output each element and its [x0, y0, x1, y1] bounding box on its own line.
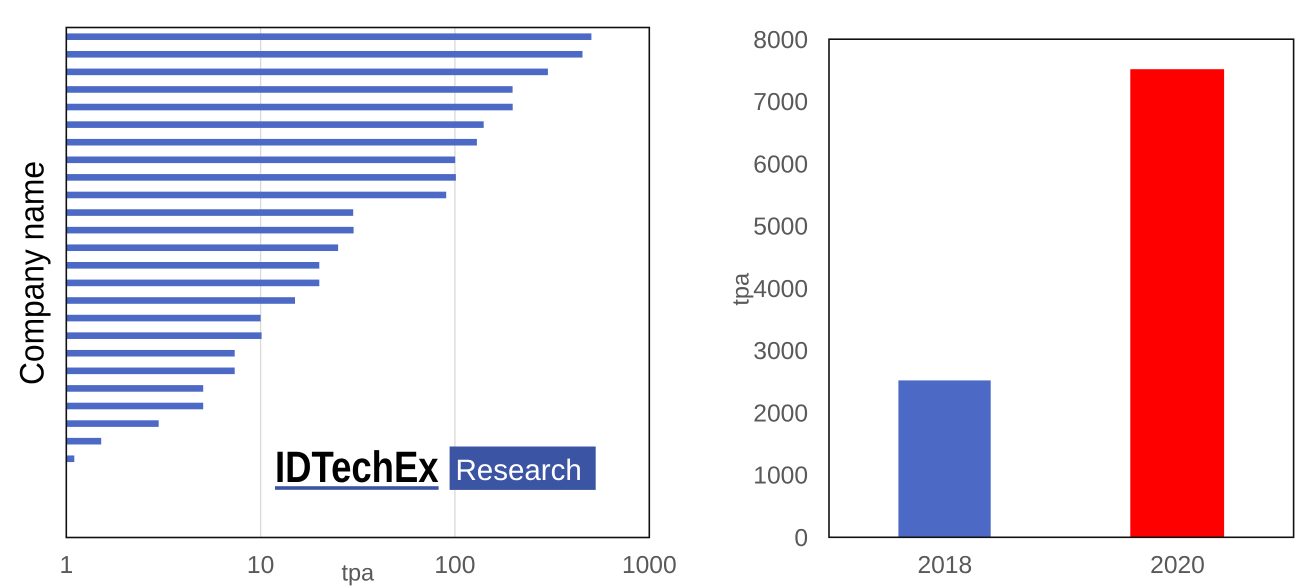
svg-text:1: 1 — [59, 552, 73, 579]
svg-text:0: 0 — [794, 525, 808, 552]
svg-text:2000: 2000 — [753, 401, 808, 428]
svg-text:IDTechEx: IDTechEx — [275, 443, 439, 492]
svg-text:8000: 8000 — [753, 27, 808, 54]
svg-text:tpa: tpa — [728, 272, 754, 306]
svg-text:100: 100 — [434, 552, 475, 579]
svg-text:10: 10 — [247, 552, 274, 579]
svg-text:4000: 4000 — [753, 276, 808, 303]
svg-text:7000: 7000 — [753, 89, 808, 116]
svg-text:2020: 2020 — [1150, 552, 1205, 579]
svg-text:tpa: tpa — [341, 560, 375, 586]
svg-text:Company name: Company name — [14, 161, 52, 385]
svg-text:6000: 6000 — [753, 151, 808, 178]
svg-text:1000: 1000 — [753, 463, 808, 490]
svg-text:5000: 5000 — [753, 214, 808, 241]
svg-text:1000: 1000 — [622, 552, 677, 579]
svg-text:2018: 2018 — [917, 552, 972, 579]
svg-text:3000: 3000 — [753, 338, 808, 365]
svg-text:Research: Research — [456, 454, 582, 487]
